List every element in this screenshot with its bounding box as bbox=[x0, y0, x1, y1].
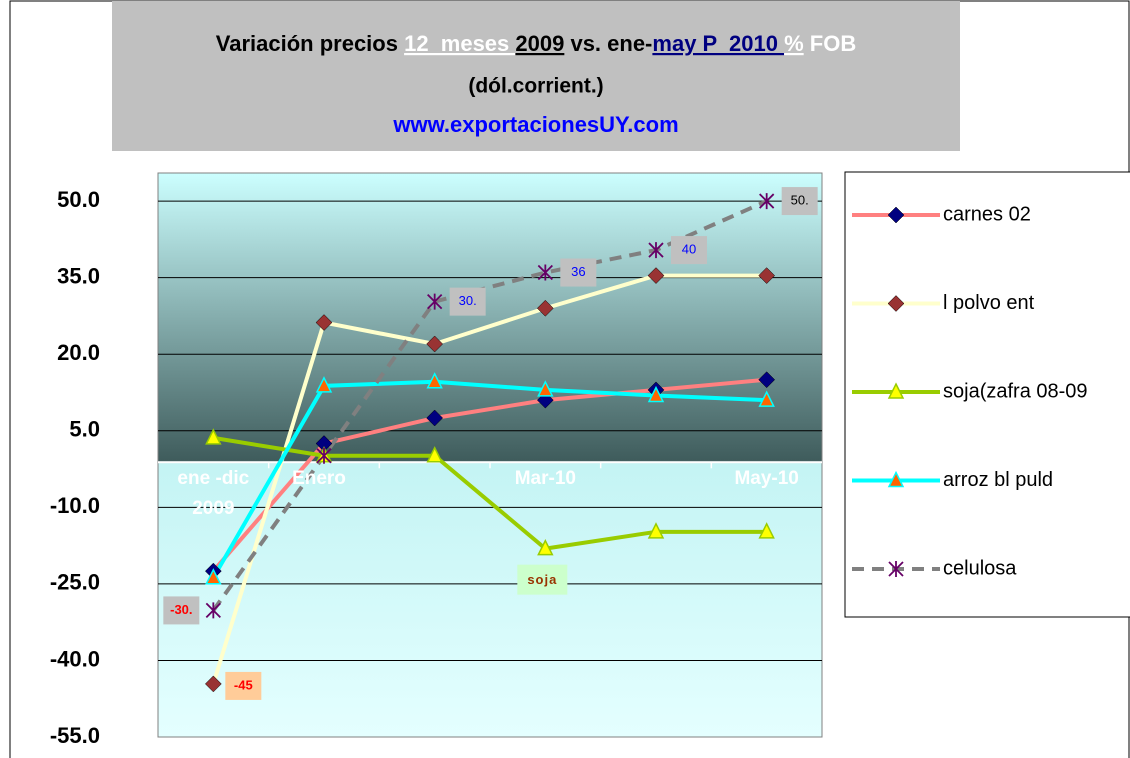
annotation: soja bbox=[527, 572, 557, 587]
marker bbox=[648, 242, 664, 259]
marker bbox=[887, 206, 905, 224]
value-label: 40 bbox=[682, 242, 696, 257]
marker bbox=[316, 447, 332, 464]
marker bbox=[758, 522, 775, 539]
legend-label: celulosa bbox=[943, 557, 1017, 579]
source: www.exportacionesUY.com bbox=[392, 112, 678, 137]
marker bbox=[888, 561, 904, 577]
title-part: Variación precios bbox=[216, 31, 404, 56]
marker bbox=[647, 385, 665, 403]
x-tick-label: Mar-10 bbox=[514, 468, 576, 490]
value-label: -45 bbox=[234, 677, 253, 692]
series-line bbox=[211, 273, 767, 685]
title-part: vs. ene- bbox=[564, 31, 652, 56]
plot-area bbox=[157, 172, 823, 738]
marker bbox=[426, 446, 443, 463]
marker bbox=[426, 372, 443, 389]
chart-title: Variación precios 12 meses 2009 vs. ene-… bbox=[216, 31, 856, 56]
value-label: 30. bbox=[459, 293, 477, 308]
legend-label: l polvo ent bbox=[943, 292, 1035, 314]
title-part: 12 meses bbox=[404, 31, 515, 56]
y-tick-label: -40.0 bbox=[50, 646, 100, 671]
marker bbox=[758, 390, 775, 407]
y-tick-label: -10.0 bbox=[50, 493, 100, 518]
y-tick-label: 35.0 bbox=[57, 263, 100, 288]
marker bbox=[759, 193, 775, 210]
value-label: -30. bbox=[170, 602, 192, 617]
legend-label: soja(zafra 08-09 bbox=[943, 380, 1088, 402]
y-tick-label: 20.0 bbox=[57, 340, 100, 365]
marker bbox=[315, 314, 333, 331]
legend-label: carnes 02 bbox=[943, 203, 1031, 225]
title-part: % bbox=[784, 31, 804, 56]
y-tick-label: 5.0 bbox=[69, 417, 100, 442]
value-label: 50. bbox=[791, 193, 809, 208]
marker bbox=[205, 602, 221, 619]
marker bbox=[887, 382, 905, 399]
marker bbox=[537, 380, 554, 397]
marker bbox=[536, 299, 554, 317]
y-tick-label: -55.0 bbox=[50, 723, 100, 748]
series-line bbox=[211, 379, 767, 579]
marker bbox=[537, 538, 554, 556]
marker bbox=[426, 409, 444, 427]
y-tick-label: 50.0 bbox=[57, 187, 100, 212]
title-part: FOB bbox=[804, 31, 857, 56]
value-label-box bbox=[671, 236, 707, 265]
marker bbox=[758, 371, 776, 389]
chart-subtitle: (dól.corrient.) bbox=[468, 75, 603, 98]
title-box bbox=[112, 1, 960, 151]
value-label-box bbox=[449, 287, 486, 316]
marker bbox=[426, 335, 444, 353]
x-tick-label: May-10 bbox=[734, 468, 799, 490]
value-label-box bbox=[560, 258, 597, 287]
annotation-box bbox=[517, 564, 568, 595]
marker bbox=[315, 376, 333, 393]
marker bbox=[205, 428, 222, 445]
marker bbox=[647, 522, 665, 539]
marker bbox=[204, 675, 222, 693]
title-part: 2009 bbox=[515, 31, 564, 56]
marker bbox=[205, 568, 222, 585]
marker bbox=[758, 267, 776, 284]
x-tick-label: ene -dic 2009 bbox=[177, 468, 250, 520]
marker bbox=[887, 470, 905, 488]
y-tick-label: -25.0 bbox=[50, 570, 100, 595]
series-line bbox=[213, 435, 767, 551]
value-label-box bbox=[781, 187, 818, 216]
value-label-box bbox=[225, 671, 262, 700]
marker bbox=[537, 264, 553, 281]
legend-label: arroz bl puld bbox=[943, 469, 1053, 491]
series-line bbox=[211, 377, 767, 573]
marker bbox=[887, 295, 905, 312]
value-label-box bbox=[163, 596, 200, 625]
title-part: may P 2010 bbox=[652, 31, 784, 56]
x-tick-label: Enero bbox=[292, 468, 346, 490]
value-label: 36 bbox=[571, 264, 585, 279]
marker bbox=[427, 293, 443, 310]
marker bbox=[647, 267, 665, 284]
